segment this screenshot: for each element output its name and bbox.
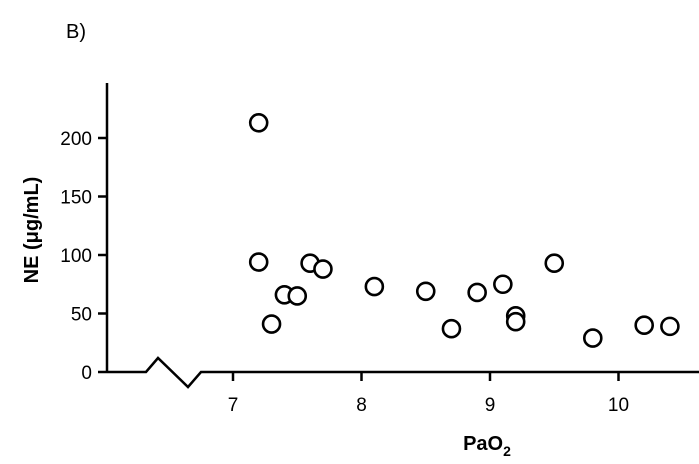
y-tick-label: 0 bbox=[81, 363, 92, 384]
data-point bbox=[287, 286, 308, 306]
data-point bbox=[493, 274, 513, 295]
x-axis-label: PaO2 bbox=[463, 433, 511, 459]
data-point bbox=[415, 281, 436, 302]
data-point bbox=[660, 316, 680, 337]
x-axis-line-with-break bbox=[107, 356, 699, 389]
data-point bbox=[582, 328, 603, 348]
data-point bbox=[313, 259, 333, 279]
x-axis: 7 8 9 10 bbox=[107, 356, 699, 416]
data-point bbox=[544, 253, 565, 273]
data-point bbox=[261, 314, 282, 334]
x-tick-label: 7 bbox=[228, 395, 239, 416]
x-tick-label: 8 bbox=[356, 395, 367, 416]
y-tick-label: 150 bbox=[60, 188, 92, 209]
x-tick-label: 10 bbox=[608, 395, 629, 416]
data-point bbox=[364, 276, 385, 297]
x-axis-label-main: PaO bbox=[463, 433, 503, 455]
data-point bbox=[634, 315, 655, 336]
x-tick-label: 9 bbox=[485, 395, 496, 416]
data-point bbox=[248, 252, 269, 272]
data-point bbox=[441, 318, 462, 339]
y-tick-label: 100 bbox=[60, 246, 92, 267]
data-point bbox=[505, 311, 526, 332]
x-axis-label-subscript: 2 bbox=[503, 443, 511, 459]
y-tick-label: 200 bbox=[60, 129, 92, 150]
y-tick-label: 50 bbox=[71, 305, 92, 326]
y-axis-label: NE (μg/mL) bbox=[21, 177, 43, 284]
y-axis: 0 50 100 150 200 bbox=[60, 83, 109, 384]
data-point bbox=[248, 112, 269, 133]
data-points bbox=[248, 112, 680, 348]
panel-label: B) bbox=[66, 21, 86, 43]
data-point bbox=[467, 282, 487, 303]
